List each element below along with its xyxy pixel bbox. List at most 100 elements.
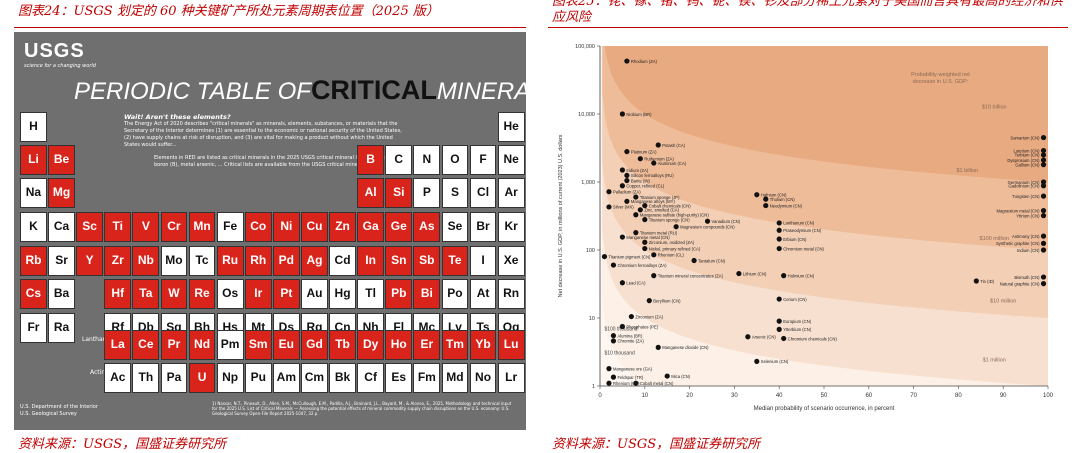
data-point-label: Magnesium compounds (CN) (680, 225, 735, 230)
data-point-label: Manganese dioxide (CN) (662, 345, 709, 350)
element-Pa: Pa (160, 363, 188, 393)
element-Ga: Ga (357, 212, 385, 242)
element-Nb: Nb (132, 246, 160, 276)
element-Fe: Fe (216, 212, 244, 242)
data-point (651, 252, 657, 258)
data-point (633, 230, 639, 236)
element-Tb: Tb (329, 330, 356, 360)
element-Bi: Bi (413, 279, 441, 309)
data-point (610, 333, 617, 339)
data-point-label: Magnesium metal (CN) (996, 208, 1040, 213)
element-Pr: Pr (160, 330, 188, 360)
data-point-label: Titanium sponge (JP) (640, 195, 680, 200)
data-point (642, 202, 648, 209)
element-Sm: Sm (244, 330, 272, 360)
element-Mo: Mo (160, 246, 188, 276)
data-point-label: Bismuth (CN) (1014, 275, 1040, 280)
element-Sc: Sc (76, 212, 104, 242)
info-box: Wait! Aren't these elements? The Energy … (124, 114, 404, 169)
data-point (606, 189, 612, 195)
band-label: $1 billion (957, 168, 979, 174)
periodic-title-end: MINERALS (436, 78, 526, 105)
data-point (1040, 134, 1047, 141)
element-Es: Es (385, 363, 413, 393)
element-No: No (469, 363, 497, 393)
data-point-label: Rhenium (CL) (658, 253, 685, 258)
element-Cl: Cl (469, 178, 497, 208)
data-point-label: Palladium (ZA) (613, 190, 641, 195)
element-Rb: Rb (20, 246, 47, 276)
data-point-label: Samarium (CN) (1010, 135, 1040, 140)
data-point (776, 245, 782, 252)
element-K: K (20, 212, 47, 242)
element-Cm: Cm (301, 363, 328, 393)
usgs-logo-text: USGS (24, 40, 85, 62)
element-Be: Be (48, 145, 75, 175)
element-Cu: Cu (301, 212, 328, 242)
x-tick-label: 40 (776, 393, 783, 399)
data-point-label: Hafnium (CN) (761, 193, 787, 198)
element-Cr: Cr (160, 212, 188, 242)
data-point-label: Cerium (CN) (783, 297, 807, 302)
element-Sb: Sb (413, 246, 441, 276)
data-point-label: Zirconium (ZA) (635, 314, 663, 319)
data-point-label: Selenium (CN) (761, 359, 789, 364)
data-point-label: Niobium (BR) (626, 112, 652, 117)
data-point (619, 111, 625, 117)
band-label: $10 billion (982, 105, 1007, 111)
data-point-label: Chromite (ZA) (617, 339, 644, 344)
data-point (624, 198, 630, 204)
data-point-label: Neodymium (CN) (770, 203, 803, 208)
element-Np: Np (216, 363, 244, 393)
risk-chart: 0 10 20 30 40 50 60 70 80 90 100 1 10 100 1,000 10,000 1… (548, 32, 1068, 430)
element-Eu: Eu (272, 330, 300, 360)
data-point (606, 204, 612, 210)
element-As: As (413, 212, 441, 242)
element-Ho: Ho (385, 330, 413, 360)
data-point-label: Gallium (CN) (1015, 162, 1040, 167)
data-point-label: Titanium metal (RU) (640, 230, 678, 235)
data-point-label: Lead (CA) (626, 281, 646, 286)
right-caption-rule (548, 27, 1068, 28)
data-point-label: Nickel, primary refined (CA) (649, 246, 701, 251)
element-He: He (497, 112, 525, 142)
element-P: P (413, 178, 441, 208)
data-point (704, 218, 711, 224)
element-Co: Co (244, 212, 272, 242)
data-point-label: Zinc, smelted (CA) (644, 208, 679, 213)
element-Rn: Rn (497, 279, 525, 309)
element-U: U (188, 363, 216, 393)
element-W: W (160, 279, 188, 309)
data-point (1040, 183, 1047, 189)
data-point (1040, 179, 1047, 185)
info-heading: Wait! Aren't these elements? (124, 113, 231, 121)
data-point (745, 334, 751, 340)
legend-text: Probability-weighted net (911, 72, 970, 78)
data-point (1040, 281, 1047, 287)
element-Ta: Ta (132, 279, 160, 309)
element-Bk: Bk (329, 363, 356, 393)
data-point (606, 380, 612, 386)
footer-agency: U.S. Department of the Interior U.S. Geo… (20, 404, 98, 417)
data-point (763, 202, 769, 209)
element-Xe: Xe (497, 246, 525, 276)
data-point (1040, 162, 1047, 168)
data-point-label: Indium (CN) (1017, 248, 1040, 253)
element-Br: Br (469, 212, 497, 242)
element-La: La (104, 330, 132, 360)
element-Ce: Ce (132, 330, 160, 360)
x-tick-label: 10 (641, 393, 648, 399)
data-point-label: Chromium chemicals (CN) (788, 336, 838, 341)
data-point (1040, 157, 1047, 163)
x-tick-label: 100 (1043, 393, 1054, 399)
data-point-label: Zirconium, oxidized (ZA) (649, 240, 695, 245)
data-point-label: Cobalt chemicals (CN) (649, 203, 691, 208)
risk-chart-svg: 0 10 20 30 40 50 60 70 80 90 1001101001,00010,0001… (558, 44, 1054, 412)
element-Al: Al (357, 178, 385, 208)
element-Na: Na (20, 178, 47, 208)
data-point-label: Feldspar (TR) (617, 375, 643, 380)
element-Ba: Ba (48, 279, 75, 309)
data-point (1040, 193, 1047, 199)
data-point-label: Thulium (CN) (770, 197, 795, 202)
data-point-label: Gadolinium (CN) (1008, 184, 1040, 189)
